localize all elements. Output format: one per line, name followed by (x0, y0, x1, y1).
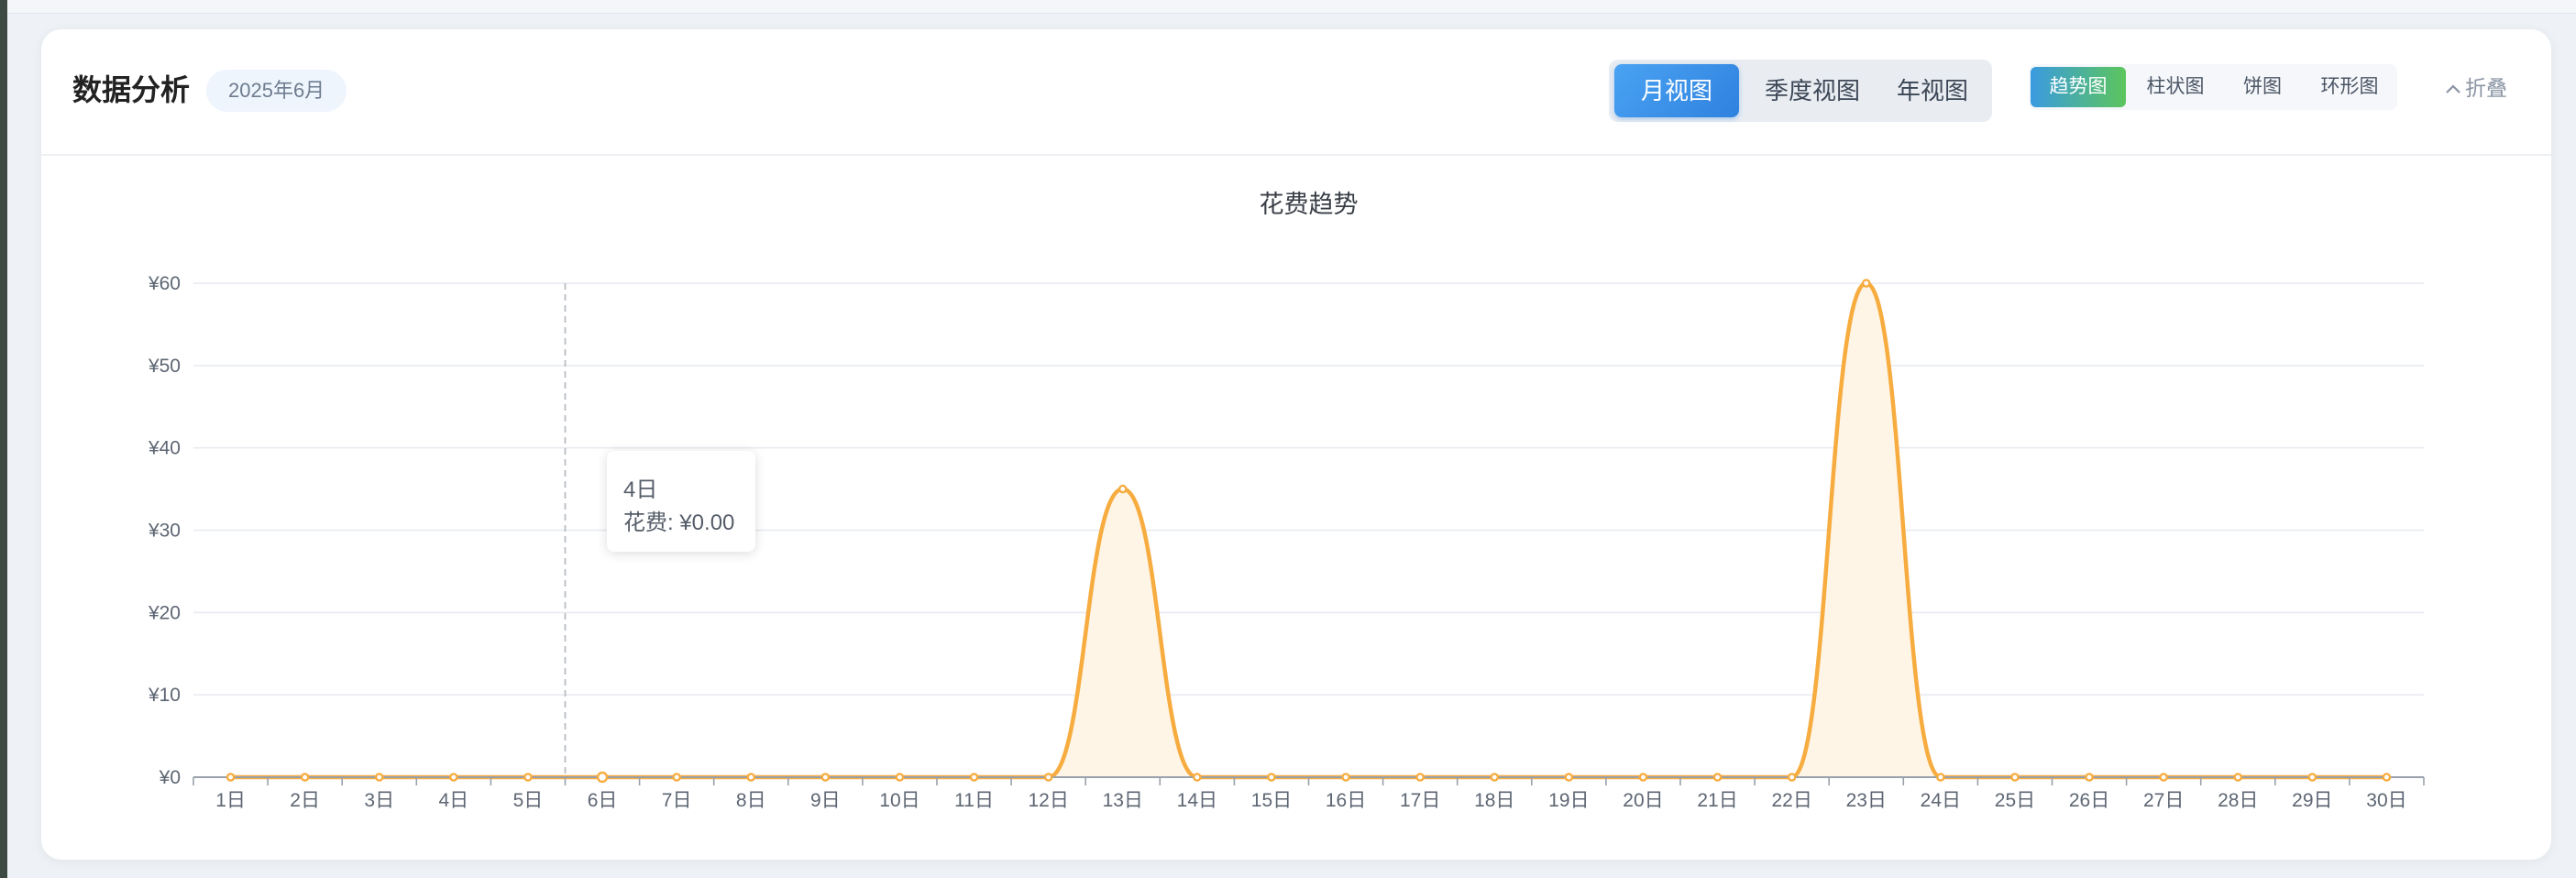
y-axis-labels: ¥0 ¥10 ¥20 ¥30 ¥40 ¥50 ¥60 (148, 273, 181, 788)
data-point (226, 773, 236, 782)
x-tick-label: 23日 (1846, 790, 1887, 811)
y-tick-label: ¥60 (148, 273, 181, 294)
data-point (1638, 773, 1648, 782)
tab-pie-chart[interactable]: 饼图 (2243, 76, 2282, 97)
data-point (523, 773, 533, 782)
x-tick-label: 6日 (588, 790, 618, 811)
chart-tooltip: 4日 花费: ¥0.00 (607, 451, 755, 552)
x-tick-label: 2日 (290, 790, 320, 811)
data-point (1043, 773, 1053, 782)
data-point (820, 773, 831, 782)
grid-lines (193, 282, 2424, 696)
data-point (300, 773, 310, 782)
tab-month-view[interactable]: 月视图 (1614, 64, 1739, 117)
x-tick-label: 8日 (736, 790, 766, 811)
view-tab-group: 月视图 季度视图 年视图 (1609, 60, 1992, 122)
x-tick-label: 10日 (879, 790, 919, 811)
x-axis-labels: 1日 2日 3日 4日 5日 6日 7日 8日 9日 10日 11日 12日 13日 14日 15日 16日 1… (215, 790, 2406, 811)
x-tick-label: 17日 (1400, 790, 1440, 811)
y-tick-label: ¥40 (148, 438, 181, 459)
data-point (1341, 773, 1350, 782)
data-point (2233, 773, 2243, 782)
data-point (596, 771, 609, 784)
page-title: 数据分析 (72, 73, 191, 106)
x-tick-label: 4日 (439, 790, 469, 811)
data-point (2307, 773, 2317, 782)
data-point (1787, 773, 1797, 782)
data-point (2159, 773, 2168, 782)
x-tick-label: 30日 (2366, 790, 2406, 811)
y-tick-label: ¥0 (159, 767, 181, 788)
x-axis (193, 776, 2425, 785)
x-tick-label: 27日 (2143, 790, 2184, 811)
data-point (374, 773, 384, 782)
data-point (746, 773, 756, 782)
data-point (1490, 773, 1500, 782)
y-tick-label: ¥30 (148, 521, 181, 542)
data-point (1267, 773, 1276, 782)
x-tick-label: 29日 (2292, 790, 2332, 811)
data-point (2010, 773, 2020, 782)
data-point (895, 773, 905, 782)
data-point (1936, 773, 1945, 782)
spending-trend-chart: 花费趋势 ¥0 ¥10 ¥20 ¥30 ¥40 ¥50 ¥60 1日 2日 3日 4日 5日 6日 7日… (148, 191, 2425, 811)
x-tick-label: 18日 (1474, 790, 1514, 811)
x-tick-label: 19日 (1548, 790, 1589, 811)
collapse-label: 折叠 (2465, 76, 2507, 100)
card-header: 数据分析 2025年6月 月视图 季度视图 年视图 趋势图 柱状图 饼图 环形图… (41, 29, 2551, 156)
data-point (969, 773, 979, 782)
data-analysis-card: 数据分析 2025年6月 月视图 季度视图 年视图 趋势图 柱状图 饼图 环形图… (41, 29, 2551, 860)
x-tick-label: 1日 (215, 790, 246, 811)
data-point (1415, 773, 1425, 782)
x-tick-label: 5日 (513, 790, 544, 811)
y-tick-label: ¥20 (148, 602, 181, 623)
data-point (1861, 279, 1871, 288)
tab-year-view[interactable]: 年视图 (1896, 77, 1968, 104)
tooltip-title: 4日 (623, 477, 658, 502)
data-point (2085, 773, 2094, 782)
x-tick-label: 15日 (1251, 790, 1292, 811)
x-tick-label: 9日 (810, 790, 841, 811)
x-tick-label: 20日 (1623, 790, 1663, 811)
x-tick-label: 14日 (1177, 790, 1217, 811)
x-tick-label: 25日 (1995, 790, 2035, 811)
data-point (1712, 773, 1723, 782)
collapse-button[interactable]: 折叠 (2445, 71, 2507, 104)
x-tick-label: 13日 (1103, 790, 1143, 811)
x-tick-label: 11日 (954, 790, 994, 811)
data-point (1564, 773, 1574, 782)
x-tick-label: 7日 (662, 790, 692, 811)
chart-type-tab-group: 趋势图 柱状图 饼图 环形图 (2029, 64, 2397, 110)
data-point (672, 773, 681, 782)
tooltip-value: 花费: ¥0.00 (623, 510, 735, 535)
data-point (1117, 484, 1128, 494)
data-point (1193, 773, 1202, 782)
y-tick-label: ¥10 (148, 685, 181, 706)
tab-quarter-view[interactable]: 季度视图 (1764, 77, 1860, 104)
x-tick-label: 16日 (1326, 790, 1366, 811)
x-tick-label: 21日 (1697, 790, 1737, 811)
x-tick-label: 3日 (364, 790, 394, 811)
window-edge (0, 0, 7, 878)
tab-bar-chart[interactable]: 柱状图 (2146, 76, 2205, 97)
data-points (226, 279, 2392, 784)
y-tick-label: ¥50 (148, 356, 181, 377)
tab-trend-chart[interactable]: 趋势图 (2031, 67, 2126, 107)
series-area (230, 283, 2387, 777)
x-tick-label: 12日 (1028, 790, 1068, 811)
x-tick-label: 28日 (2218, 790, 2258, 811)
data-point (449, 773, 458, 782)
chart-title: 花费趋势 (1260, 191, 1359, 218)
x-tick-label: 22日 (1771, 790, 1811, 811)
date-badge: 2025年6月 (206, 70, 347, 112)
series-area-fill (230, 283, 2387, 777)
tab-donut-chart[interactable]: 环形图 (2320, 76, 2379, 97)
data-point (2382, 773, 2392, 782)
chevron-up-icon (2445, 71, 2461, 104)
x-tick-label: 26日 (2069, 790, 2109, 811)
top-panel-edge (7, 0, 2576, 14)
x-tick-label: 24日 (1921, 790, 1961, 811)
